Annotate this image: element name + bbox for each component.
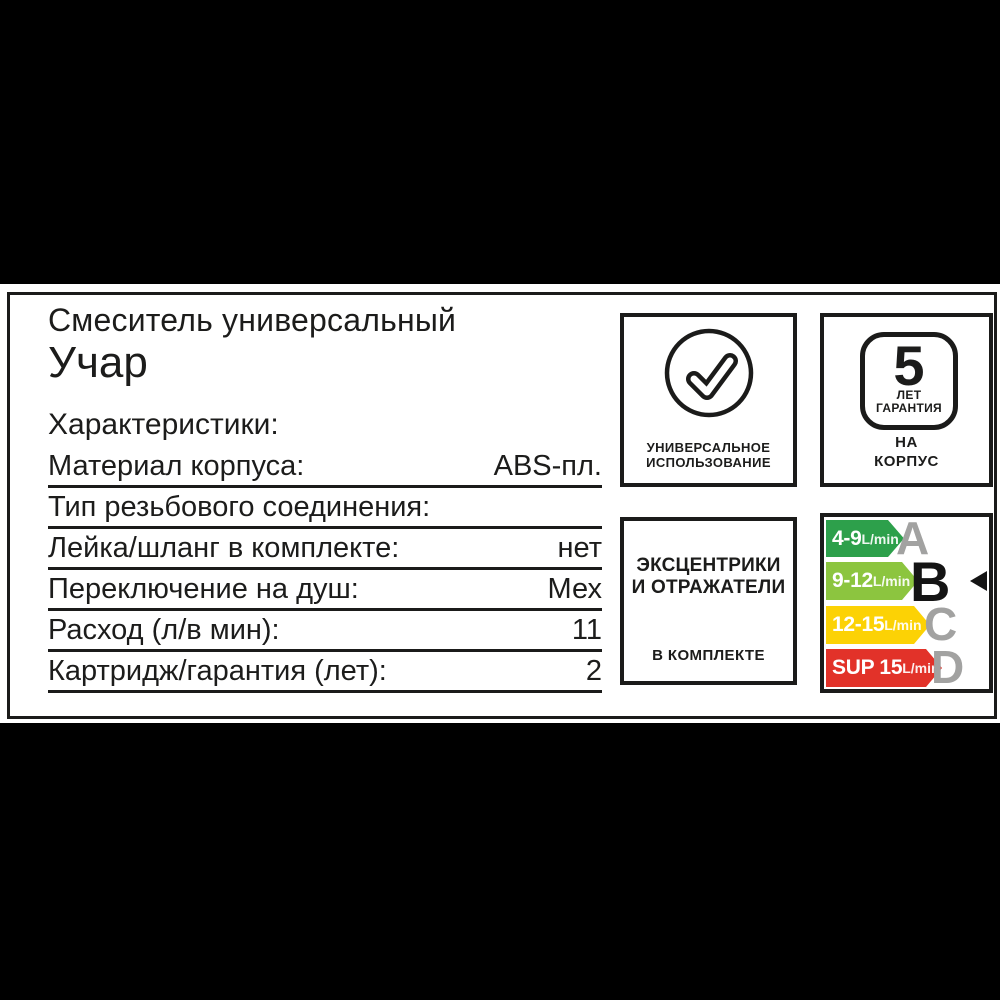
warranty-target-line1: НА	[895, 434, 918, 451]
spec-value: 11	[571, 614, 602, 646]
badge-universal-caption: УНИВЕРСАЛЬНОЕ ИСПОЛЬЗОВАНИЕ	[624, 440, 793, 470]
spec-row-cartridge-warranty: Картридж/гарантия (лет): 2	[48, 652, 602, 693]
product-spec-card: Смеситель универсальный Учар Характерист…	[7, 292, 997, 719]
spec-label: Переключение на душ:	[48, 573, 359, 605]
flow-unit-c: L/min	[884, 617, 922, 633]
badge-eccentrics: ЭКСЦЕНТРИКИ И ОТРАЖАТЕЛИ В КОМПЛЕКТЕ	[620, 517, 797, 685]
flow-rating-scale: 4-9 L/min A 9-12 L/min B 12-15 L/min C SUP …	[824, 512, 989, 693]
flow-range-a: 4-9	[832, 526, 862, 550]
badge-warranty: 5 ЛЕТ ГАРАНТИЯ НА КОРПУС	[820, 313, 993, 487]
bottom-black-bar	[0, 723, 1000, 1000]
badge-universal-line2: ИСПОЛЬЗОВАНИЕ	[646, 455, 771, 470]
product-name: Учар	[48, 338, 148, 387]
section-heading: Характеристики:	[48, 408, 279, 441]
badge-flow-rating: 4-9 L/min A 9-12 L/min B 12-15 L/min C SUP …	[820, 513, 993, 693]
eccentrics-footer: В КОМПЛЕКТЕ	[652, 647, 765, 664]
flow-grade-c: C	[924, 598, 958, 650]
warranty-word: ГАРАНТИЯ	[876, 401, 942, 415]
spec-value: ABS-пл.	[493, 450, 602, 482]
flow-unit-d: L/min	[902, 660, 940, 676]
badge-universal-use: УНИВЕРСАЛЬНОЕ ИСПОЛЬЗОВАНИЕ	[620, 313, 797, 487]
spec-row-hose-included: Лейка/шланг в комплекте: нет	[48, 529, 602, 570]
warranty-unit: ЛЕТ	[896, 388, 922, 402]
warranty-rounded-frame: 5 ЛЕТ ГАРАНТИЯ	[860, 332, 958, 430]
flow-arrow-c: 12-15 L/min	[826, 606, 930, 644]
spec-row-flow: Расход (л/в мин): 11	[48, 611, 602, 652]
top-black-bar	[0, 0, 1000, 284]
spec-row-material: Материал корпуса: ABS-пл.	[48, 447, 602, 488]
spec-row-shower-switch: Переключение на душ: Мех	[48, 570, 602, 611]
spec-label: Расход (л/в мин):	[48, 614, 280, 646]
spec-value: Мех	[547, 573, 602, 605]
flow-grade-a: A	[896, 512, 930, 564]
selected-grade-pointer-icon	[970, 571, 987, 591]
flow-unit-b: L/min	[872, 573, 911, 589]
badge-universal-line1: УНИВЕРСАЛЬНОЕ	[646, 440, 771, 455]
flow-range-c: 12-15	[832, 613, 885, 636]
flow-unit-a: L/min	[861, 530, 899, 547]
flow-arrow-b: 9-12 L/min	[826, 562, 918, 600]
spec-label: Тип резьбового соединения:	[48, 491, 431, 523]
spec-label: Материал корпуса:	[48, 450, 305, 482]
spec-label: Лейка/шланг в комплекте:	[48, 532, 400, 564]
eccentrics-line2: И ОТРАЖАТЕЛИ	[631, 577, 786, 598]
spec-row-thread-type: Тип резьбового соединения:	[48, 488, 602, 529]
spec-table: Материал корпуса: ABS-пл. Тип резьбового…	[48, 447, 602, 693]
spec-label: Картридж/гарантия (лет):	[48, 655, 387, 687]
spec-value: нет	[557, 532, 602, 564]
eccentrics-heading: ЭКСЦЕНТРИКИ И ОТРАЖАТЕЛИ	[624, 555, 793, 599]
warranty-target-line2: КОРПУС	[874, 453, 939, 470]
product-title: Смеситель универсальный	[48, 302, 457, 338]
warranty-years: 5	[893, 334, 925, 397]
warranty-target: НА КОРПУС	[824, 433, 989, 471]
flow-arrow-d: SUP 15 L/min	[826, 649, 942, 687]
flow-range-d: SUP 15	[832, 656, 903, 679]
spec-value: 2	[585, 655, 602, 687]
flow-range-b: 9-12	[832, 569, 873, 592]
flow-arrow-a: 4-9 L/min	[826, 520, 904, 557]
flow-grade-d: D	[931, 641, 965, 693]
flow-grade-b-selected: B	[910, 550, 951, 613]
check-circle-icon	[664, 328, 753, 418]
eccentrics-line1: ЭКСЦЕНТРИКИ	[636, 555, 781, 576]
